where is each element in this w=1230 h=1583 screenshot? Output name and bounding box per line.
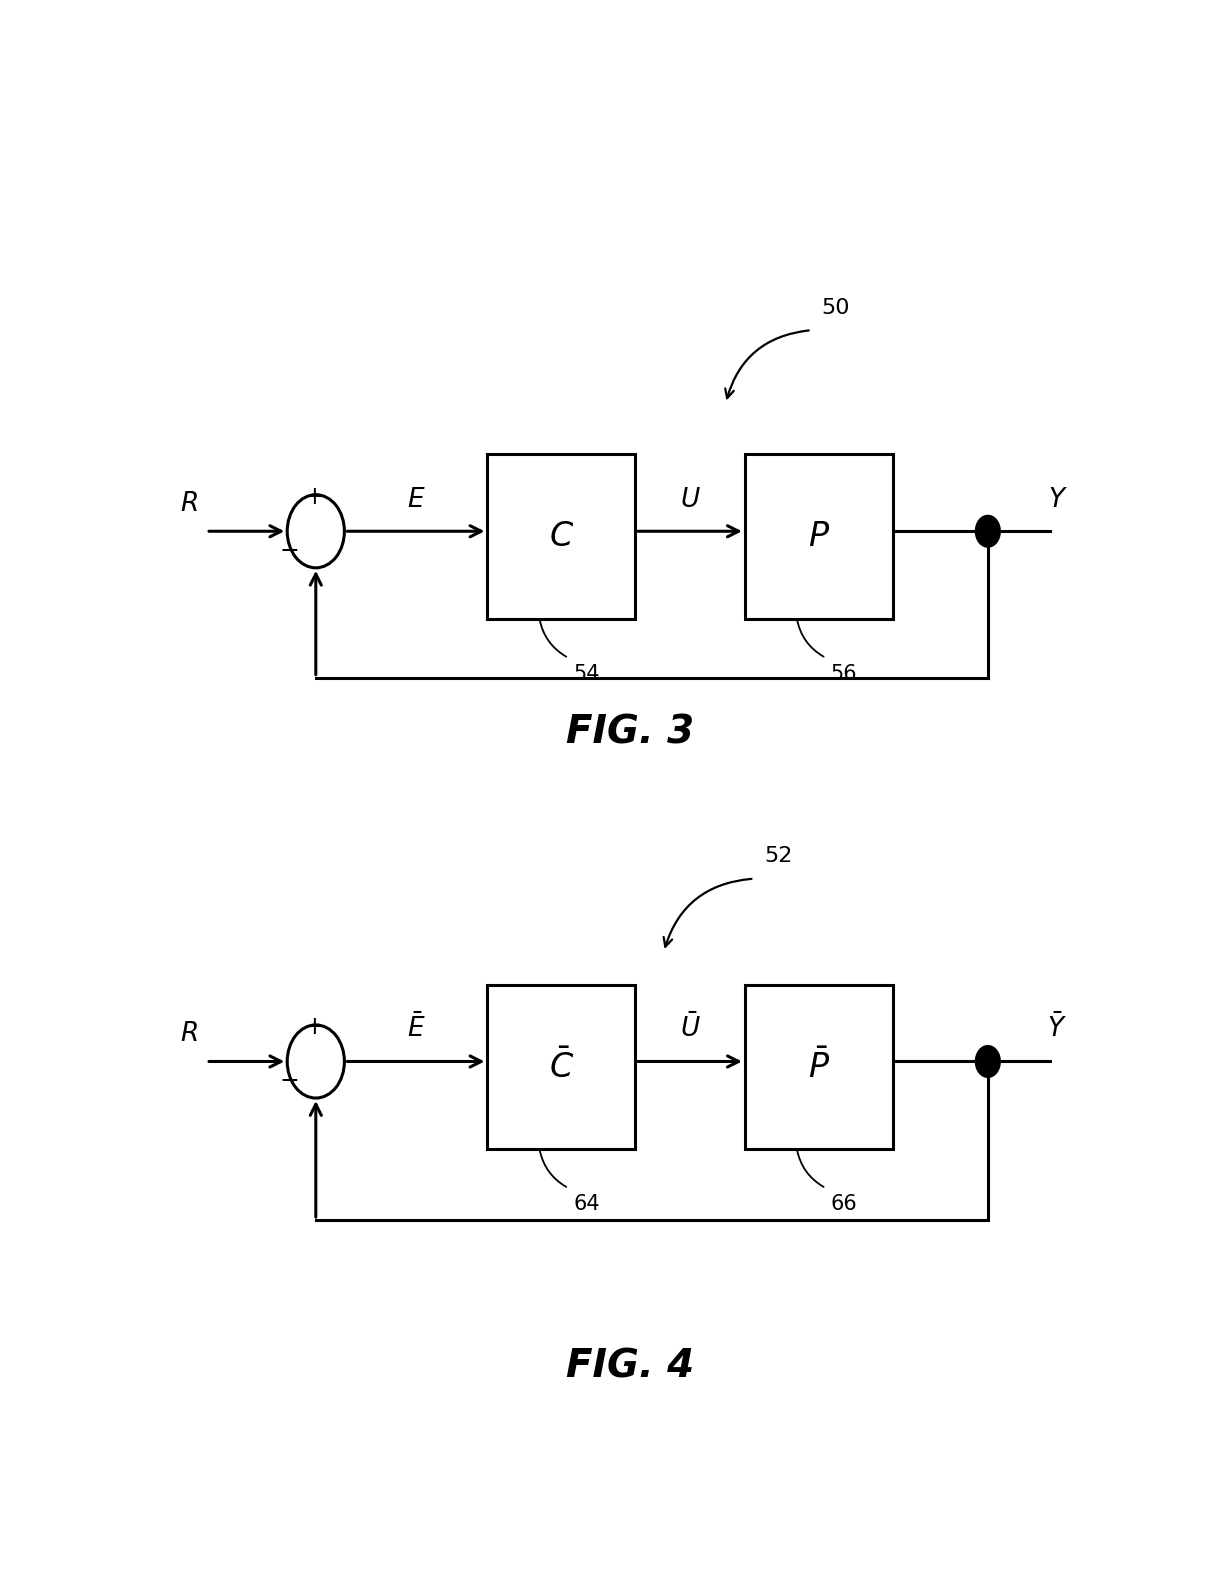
Text: 52: 52 bbox=[764, 847, 792, 866]
Text: $\bar{U}$: $\bar{U}$ bbox=[679, 1013, 700, 1043]
Text: $\bar{C}$: $\bar{C}$ bbox=[549, 1050, 574, 1084]
Text: R: R bbox=[181, 491, 199, 516]
Text: 64: 64 bbox=[573, 1194, 600, 1214]
Text: FIG. 3: FIG. 3 bbox=[566, 714, 695, 752]
Text: R: R bbox=[181, 1021, 199, 1046]
Text: $\bar{Y}$: $\bar{Y}$ bbox=[1047, 1013, 1066, 1043]
Circle shape bbox=[975, 1046, 1000, 1078]
Text: C: C bbox=[550, 521, 573, 552]
Text: 50: 50 bbox=[822, 298, 850, 318]
Bar bbox=[745, 985, 893, 1149]
Bar bbox=[487, 985, 635, 1149]
Text: 66: 66 bbox=[830, 1194, 857, 1214]
Circle shape bbox=[975, 516, 1000, 548]
Text: −: − bbox=[279, 538, 299, 564]
Text: +: + bbox=[304, 484, 323, 510]
Text: Y: Y bbox=[1048, 488, 1064, 513]
Text: −: − bbox=[279, 1069, 299, 1092]
Text: 54: 54 bbox=[573, 665, 600, 684]
Text: +: + bbox=[304, 1015, 323, 1040]
Bar bbox=[745, 454, 893, 619]
Text: 56: 56 bbox=[830, 665, 857, 684]
Text: $\bar{P}$: $\bar{P}$ bbox=[808, 1050, 830, 1084]
Text: E: E bbox=[407, 488, 424, 513]
Text: U: U bbox=[680, 488, 700, 513]
Text: FIG. 4: FIG. 4 bbox=[566, 1347, 695, 1385]
Bar bbox=[487, 454, 635, 619]
Text: $\bar{E}$: $\bar{E}$ bbox=[407, 1013, 426, 1043]
Text: P: P bbox=[808, 521, 829, 552]
